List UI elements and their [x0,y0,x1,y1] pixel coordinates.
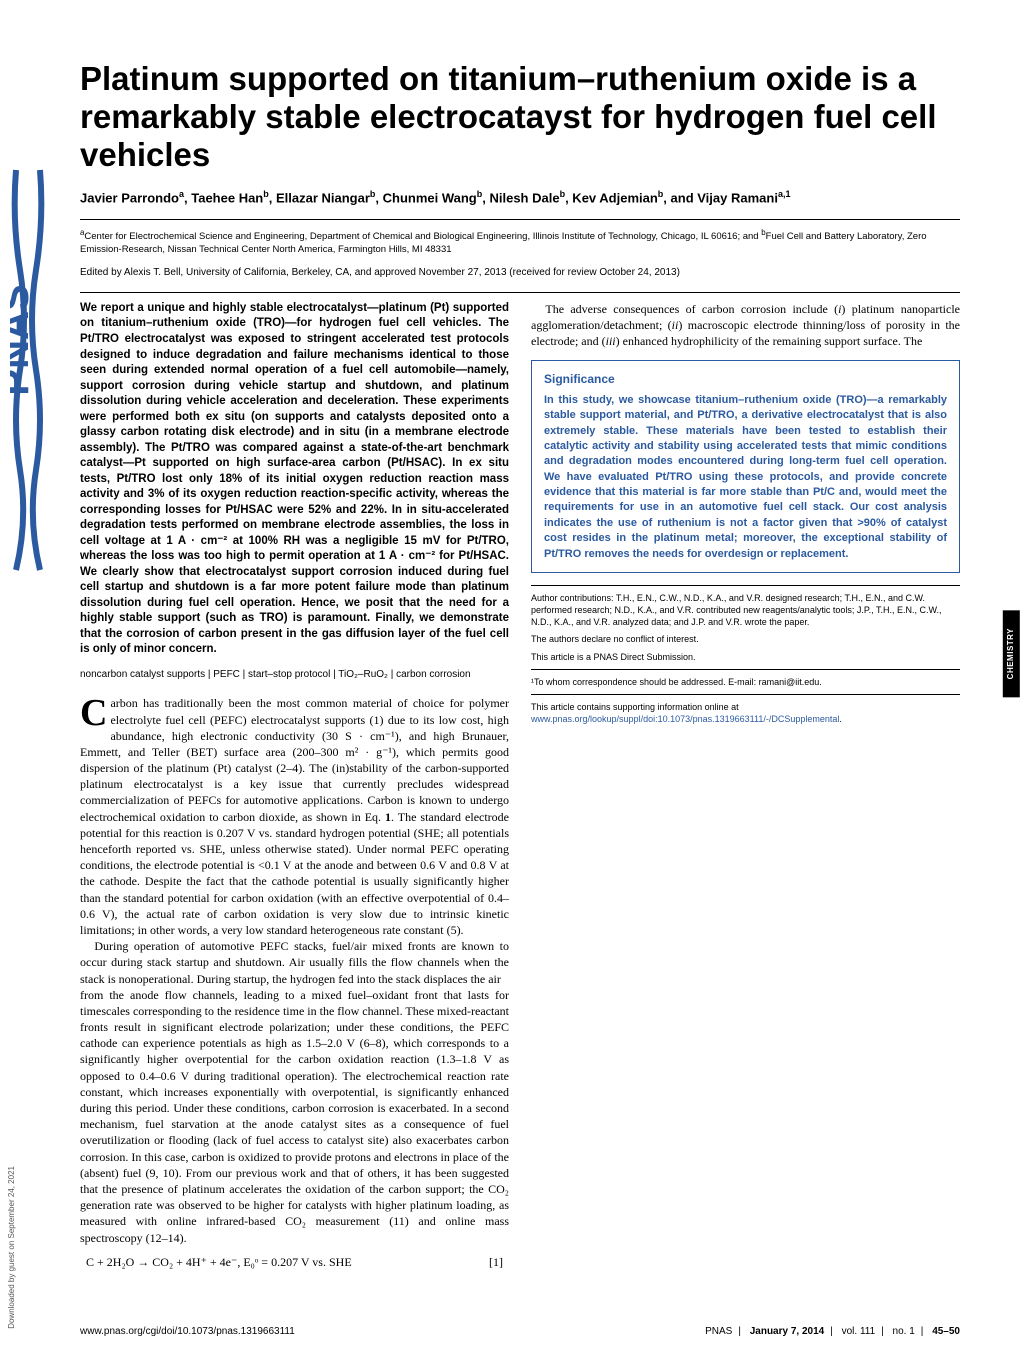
footer-vol: vol. 111 [842,1326,876,1337]
correspondence: ¹To whom correspondence should be addres… [531,676,960,688]
significance-box: Significance In this study, we showcase … [531,360,960,573]
eq1-number: [1] [489,1254,503,1270]
article-title: Platinum supported on titanium–ruthenium… [80,60,960,174]
supporting-link[interactable]: www.pnas.org/lookup/suppl/doi:10.1073/pn… [531,714,839,724]
foot-rule-1 [531,585,960,586]
significance-body: In this study, we showcase titanium–ruth… [544,393,947,562]
author-list: Javier Parrondoa, Taehee Hanb, Ellazar N… [80,188,960,207]
rule-bottom [80,292,960,293]
body-p2: During operation of automotive PEFC stac… [80,938,509,987]
foot-rule-3 [531,694,960,695]
significance-title: Significance [544,371,947,387]
abstract: We report a unique and highly stable ele… [80,301,509,658]
footer-citation: PNAS| January 7, 2014| vol. 111| no. 1| … [705,1325,960,1339]
keywords: noncarbon catalyst supports | PEFC | sta… [80,668,509,682]
body-text-block-1: Carbon has traditionally been the most c… [80,695,509,986]
footer-no: no. 1 [893,1326,915,1337]
body-p1-text: arbon has traditionally been the most co… [80,696,509,937]
supporting-post: . [839,714,842,724]
footer-pages: 45–50 [932,1326,960,1337]
supporting-info: This article contains supporting informa… [531,701,960,725]
page-footer: www.pnas.org/cgi/doi/10.1073/pnas.131966… [80,1321,960,1339]
two-column-body: We report a unique and highly stable ele… [80,301,960,1301]
footer-date: January 7, 2014 [750,1326,825,1337]
foot-rule-2 [531,669,960,670]
dropcap: C [80,695,110,728]
conflict-statement: The authors declare no conflict of inter… [531,633,960,645]
footer-meta: Author contributions: T.H., E.N., C.W., … [531,585,960,725]
supporting-pre: This article contains supporting informa… [531,702,739,712]
edited-line: Edited by Alexis T. Bell, University of … [80,266,960,280]
direct-submission: This article is a PNAS Direct Submission… [531,651,960,663]
pnas-logo-sidebar: PNAS [8,80,48,680]
eq1-content: C + 2H₂O → CO₂ + 4H⁺ + 4e⁻, E₀ᵒ = 0.207 … [86,1254,352,1270]
equation-1: C + 2H₂O → CO₂ + 4H⁺ + 4e⁻, E₀ᵒ = 0.207 … [80,1254,509,1270]
footer-journal: PNAS [705,1326,732,1337]
category-tab: CHEMISTRY [1003,610,1020,697]
footer-doi: www.pnas.org/cgi/doi/10.1073/pnas.131966… [80,1325,295,1339]
pnas-logo-svg: PNAS [10,80,46,600]
body-p3: from the anode flow channels, leading to… [80,987,509,1246]
body-text-block-3: The adverse consequences of carbon corro… [531,301,960,350]
author-contributions: Author contributions: T.H., E.N., C.W., … [531,592,960,628]
body-p4: The adverse consequences of carbon corro… [531,301,960,350]
body-p1: Carbon has traditionally been the most c… [80,695,509,938]
downloaded-note: Downloaded by guest on September 24, 202… [7,1166,18,1329]
affiliations: aCenter for Electrochemical Science and … [80,228,960,257]
page-content: Platinum supported on titanium–ruthenium… [0,0,1020,1368]
body-text-block-2: from the anode flow channels, leading to… [80,987,509,1246]
rule-top [80,219,960,220]
